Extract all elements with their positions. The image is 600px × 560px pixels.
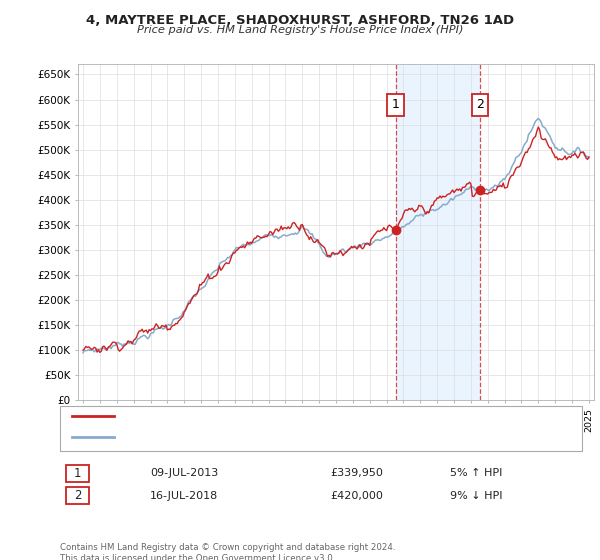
Text: 4, MAYTREE PLACE, SHADOXHURST, ASHFORD, TN26 1AD: 4, MAYTREE PLACE, SHADOXHURST, ASHFORD, … xyxy=(86,14,514,27)
Text: £339,950: £339,950 xyxy=(330,468,383,478)
Text: 16-JUL-2018: 16-JUL-2018 xyxy=(150,491,218,501)
Text: Contains HM Land Registry data © Crown copyright and database right 2024.
This d: Contains HM Land Registry data © Crown c… xyxy=(60,543,395,560)
Text: 5% ↑ HPI: 5% ↑ HPI xyxy=(450,468,502,478)
Text: £420,000: £420,000 xyxy=(330,491,383,501)
Text: 2: 2 xyxy=(74,489,81,502)
Text: 09-JUL-2013: 09-JUL-2013 xyxy=(150,468,218,478)
Text: 4, MAYTREE PLACE, SHADOXHURST, ASHFORD, TN26 1AD (detached house): 4, MAYTREE PLACE, SHADOXHURST, ASHFORD, … xyxy=(120,411,515,421)
Bar xyxy=(395,64,480,400)
Text: Price paid vs. HM Land Registry's House Price Index (HPI): Price paid vs. HM Land Registry's House … xyxy=(137,25,463,35)
Text: 1: 1 xyxy=(392,98,400,111)
Text: 9% ↓ HPI: 9% ↓ HPI xyxy=(450,491,503,501)
Text: 2: 2 xyxy=(476,98,484,111)
Text: 1: 1 xyxy=(74,466,81,480)
Text: HPI: Average price, detached house, Ashford: HPI: Average price, detached house, Ashf… xyxy=(120,432,353,442)
